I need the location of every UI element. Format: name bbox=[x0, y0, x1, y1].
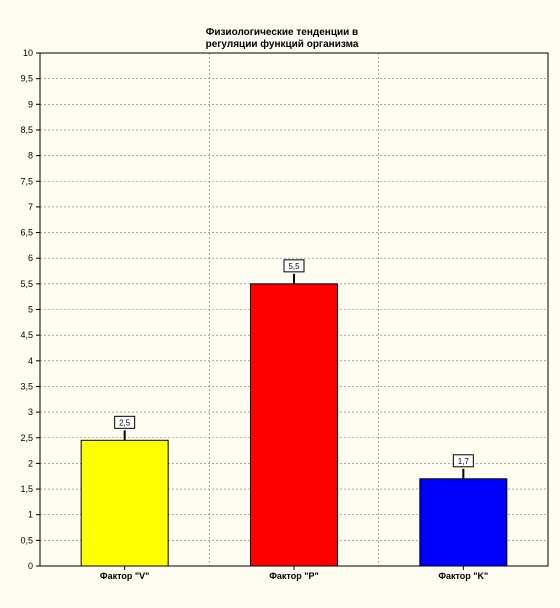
data-label: 1,7 bbox=[458, 457, 470, 466]
y-tick-label: 6,5 bbox=[20, 228, 33, 238]
x-tick-label: Фактор "K" bbox=[438, 571, 488, 581]
data-label: 2,5 bbox=[119, 418, 131, 427]
bar-2 bbox=[250, 283, 338, 567]
y-tick-label: 5,5 bbox=[20, 279, 33, 289]
y-tick-label: 3,5 bbox=[20, 381, 33, 391]
y-tick-label: 9,5 bbox=[20, 74, 33, 84]
y-tick-label: 2 bbox=[28, 458, 33, 468]
plot-frame bbox=[39, 52, 549, 567]
data-label-box bbox=[114, 415, 136, 429]
y-tick-label: 0,5 bbox=[20, 535, 33, 545]
y-tick-label: 8,5 bbox=[20, 125, 33, 135]
data-label-box bbox=[283, 259, 305, 273]
chart-title-line-2: регуляции функций организма bbox=[206, 38, 359, 50]
bars: 2,5 5,5 1,7 bbox=[80, 259, 508, 567]
y-tick-label: 1 bbox=[28, 510, 33, 520]
axes: 0 0,5 1 1,5 2 2,5 3 3,5 4 4,5 5 5,5 6 6,5 7 7,5 8 8,5 9 9,5… bbox=[20, 48, 549, 581]
y-tick-label: 1,5 bbox=[20, 484, 33, 494]
data-label: 5,5 bbox=[288, 262, 300, 271]
y-tick-label: 3 bbox=[28, 407, 33, 417]
data-label-box bbox=[452, 454, 474, 468]
y-tick-label: 4 bbox=[28, 356, 33, 366]
y-tick-label: 9 bbox=[28, 99, 33, 109]
y-tick-label: 7,5 bbox=[20, 176, 33, 186]
y-tick-label: 7 bbox=[28, 202, 33, 212]
x-tick-label: Фактор "V" bbox=[100, 571, 150, 581]
y-tick-label: 8 bbox=[28, 151, 33, 161]
bar-1 bbox=[80, 439, 169, 567]
y-tick-label: 4,5 bbox=[20, 330, 33, 340]
y-tick-label: 2,5 bbox=[20, 433, 33, 443]
y-tick-label: 6 bbox=[28, 253, 33, 263]
bar-3 bbox=[419, 478, 508, 567]
y-tick-label: 10 bbox=[23, 48, 33, 58]
chart-title-line-1: Физиологические тенденции в bbox=[206, 27, 358, 38]
x-tick-label: Фактор "P" bbox=[269, 571, 319, 581]
y-tick-label: 5 bbox=[28, 305, 33, 315]
y-tick-label: 0 bbox=[28, 561, 33, 571]
